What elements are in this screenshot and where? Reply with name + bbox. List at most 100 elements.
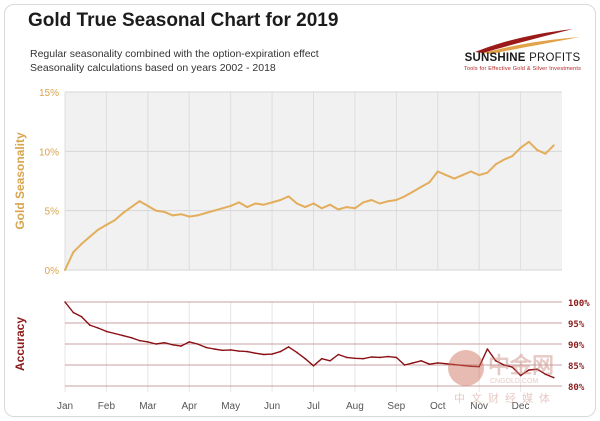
accuracy-point (453, 363, 456, 366)
accuracy-point (89, 324, 91, 326)
seasonality-point (403, 195, 406, 198)
accuracy-point (213, 348, 215, 350)
seasonality-point (213, 209, 216, 212)
accuracy-point (428, 363, 431, 365)
accuracy-point (362, 357, 365, 360)
accuracy-point (105, 330, 108, 333)
accuracy-point (536, 368, 538, 371)
seasonality-point (536, 149, 539, 152)
seasonality-point (113, 219, 116, 222)
accuracy-point (552, 376, 555, 379)
x-tick-label: Jun (264, 401, 280, 412)
accuracy-point (171, 344, 174, 346)
chart-subtitle-2: Seasonality calculations based on years … (30, 62, 276, 74)
x-tick-label: Aug (346, 401, 364, 412)
accuracy-point (478, 365, 480, 368)
seasonality-point (88, 235, 91, 238)
accuracy-point (72, 311, 75, 314)
accuracy-point (403, 364, 406, 366)
bottom-y-tick-label: 80% (568, 383, 585, 393)
seasonality-point (105, 223, 108, 226)
accuracy-point (470, 365, 472, 368)
accuracy-point (304, 357, 307, 360)
top-y-tick-label: 15% (39, 88, 59, 99)
seasonality-point (171, 214, 174, 217)
bottom-y-tick-label: 100% (568, 299, 590, 309)
accuracy-point (395, 356, 398, 359)
accuracy-point (147, 341, 149, 343)
x-tick-label: Mar (139, 401, 157, 412)
seasonality-point (237, 201, 240, 204)
seasonality-point (246, 206, 249, 209)
watermark-tagline: 中文财经媒体 (454, 393, 556, 405)
accuracy-point (378, 356, 381, 359)
sunshine-profits-logo: SUNSHINE PROFITS Tools for Effective Gol… (455, 28, 590, 83)
x-tick-label: Dec (512, 401, 530, 412)
accuracy-point (196, 343, 199, 345)
watermark-url: CNGOLD.COM (490, 378, 539, 385)
seasonality-point (503, 158, 506, 161)
seasonality-point (411, 190, 414, 193)
x-tick-label: Oct (430, 401, 446, 412)
seasonality-point (478, 174, 481, 177)
seasonality-point (279, 198, 282, 201)
seasonality-point (353, 207, 356, 210)
seasonality-point (320, 207, 323, 210)
accuracy-point (155, 343, 157, 345)
accuracy-point (370, 356, 373, 358)
seasonality-point (204, 212, 207, 215)
accuracy-point (254, 352, 257, 355)
seasonality-point (72, 251, 75, 254)
accuracy-point (436, 362, 439, 364)
accuracy-point (337, 353, 340, 356)
x-tick-label: Jul (307, 401, 320, 412)
top-y-tick-label: 5% (45, 207, 60, 218)
seasonality-point (511, 155, 514, 158)
x-tick-label: May (221, 401, 240, 412)
x-tick-label: Sep (387, 401, 405, 412)
seasonality-point (461, 174, 464, 177)
accuracy-point (345, 356, 348, 359)
seasonality-point (221, 207, 224, 210)
accuracy-point (461, 364, 464, 367)
seasonality-point (345, 206, 348, 209)
seasonality-point (370, 198, 373, 201)
seasonality-point (262, 203, 265, 206)
logo-name: SUNSHINE PROFITS (464, 52, 581, 64)
chart-subtitle-1: Regular seasonality combined with the op… (30, 48, 319, 60)
bottom-y-tick-label: 85% (568, 362, 585, 372)
seasonality-point (64, 269, 66, 271)
seasonality-point (527, 140, 530, 143)
seasonality-point (138, 200, 141, 203)
accuracy-point (503, 364, 505, 366)
seasonality-point (155, 209, 158, 212)
watermark-logo-icon (448, 350, 484, 386)
accuracy-point (205, 346, 207, 349)
bottom-y-tick-label: 90% (568, 341, 585, 351)
seasonality-point (362, 201, 365, 204)
seasonality-point (179, 213, 182, 216)
accuracy-point (238, 350, 240, 352)
accuracy-point (229, 349, 232, 351)
seasonality-point (97, 228, 100, 231)
accuracy-point (544, 373, 547, 376)
seasonality-point (312, 202, 315, 205)
seasonality-point (428, 181, 431, 184)
seasonality-point (304, 206, 307, 209)
accuracy-point (80, 315, 83, 318)
top-y-axis-title: Gold Seasonality (13, 132, 27, 230)
accuracy-point (271, 353, 273, 355)
accuracy-point (64, 301, 66, 303)
logo-swoosh-icon (475, 29, 580, 54)
accuracy-point (519, 374, 522, 377)
accuracy-point (163, 341, 166, 344)
seasonality-line (64, 140, 555, 271)
seasonality-point (329, 203, 332, 206)
bottom-y-axis-title: Accuracy (13, 317, 27, 371)
seasonality-point (387, 200, 390, 203)
accuracy-point (246, 350, 249, 353)
top-y-tick-label: 0% (45, 266, 60, 277)
seasonality-point (494, 163, 497, 166)
logo-tagline: Tools for Effective Gold & Silver Invest… (463, 66, 582, 72)
accuracy-point (188, 341, 191, 343)
